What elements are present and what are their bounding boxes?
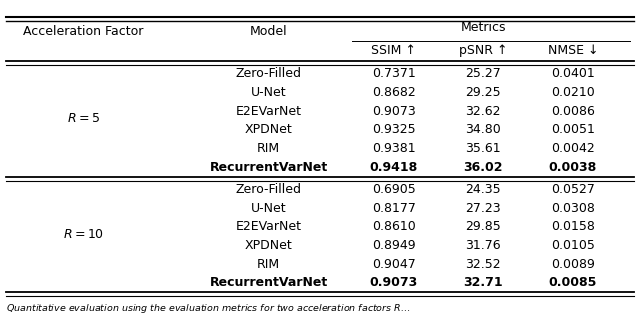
Text: RIM: RIM [257,142,280,155]
Text: pSNR ↑: pSNR ↑ [459,44,508,57]
Text: 0.9418: 0.9418 [369,161,418,174]
Text: Metrics: Metrics [460,21,506,34]
Text: 0.8949: 0.8949 [372,239,415,252]
Text: 0.8682: 0.8682 [372,86,415,99]
Text: 0.0086: 0.0086 [551,105,595,118]
Text: 0.0051: 0.0051 [551,123,595,136]
Text: 0.0042: 0.0042 [551,142,595,155]
Text: E2EVarNet: E2EVarNet [236,220,302,233]
Text: U-Net: U-Net [251,202,287,215]
Text: 0.0527: 0.0527 [551,183,595,196]
Text: 34.80: 34.80 [465,123,501,136]
Text: 0.9073: 0.9073 [372,105,415,118]
Text: RecurrentVarNet: RecurrentVarNet [210,277,328,290]
Text: 0.0089: 0.0089 [551,258,595,271]
Text: 0.9325: 0.9325 [372,123,415,136]
Text: Zero-Filled: Zero-Filled [236,67,302,80]
Text: 32.62: 32.62 [465,105,501,118]
Text: 0.0210: 0.0210 [551,86,595,99]
Text: 25.27: 25.27 [465,67,501,80]
Text: RecurrentVarNet: RecurrentVarNet [210,161,328,174]
Text: 36.02: 36.02 [463,161,503,174]
Text: 0.0308: 0.0308 [551,202,595,215]
Text: 29.85: 29.85 [465,220,501,233]
Text: 0.0158: 0.0158 [551,220,595,233]
Text: 31.76: 31.76 [465,239,501,252]
Text: Quantitative evaluation using the evaluation metrics for two acceleration factor: Quantitative evaluation using the evalua… [6,302,411,315]
Text: 32.71: 32.71 [463,277,503,290]
Text: Zero-Filled: Zero-Filled [236,183,302,196]
Text: Acceleration Factor: Acceleration Factor [23,25,143,38]
Text: 29.25: 29.25 [465,86,501,99]
Text: 0.0105: 0.0105 [551,239,595,252]
Text: 27.23: 27.23 [465,202,501,215]
Text: 0.9047: 0.9047 [372,258,415,271]
Text: Model: Model [250,25,287,38]
Text: 0.0401: 0.0401 [551,67,595,80]
Text: 0.8177: 0.8177 [372,202,415,215]
Text: $R = 5$: $R = 5$ [67,112,100,125]
Text: 0.9073: 0.9073 [369,277,418,290]
Text: XPDNet: XPDNet [245,123,292,136]
Text: E2EVarNet: E2EVarNet [236,105,302,118]
Text: 0.0038: 0.0038 [548,161,597,174]
Text: $R = 10$: $R = 10$ [63,228,104,241]
Text: XPDNet: XPDNet [245,239,292,252]
Text: 0.8610: 0.8610 [372,220,415,233]
Text: SSIM ↑: SSIM ↑ [371,44,416,57]
Text: NMSE ↓: NMSE ↓ [548,44,598,57]
Text: 32.52: 32.52 [465,258,501,271]
Text: 0.7371: 0.7371 [372,67,415,80]
Text: 35.61: 35.61 [465,142,501,155]
Text: 0.9381: 0.9381 [372,142,415,155]
Text: RIM: RIM [257,258,280,271]
Text: 0.6905: 0.6905 [372,183,415,196]
Text: 0.0085: 0.0085 [548,277,597,290]
Text: 24.35: 24.35 [465,183,501,196]
Text: U-Net: U-Net [251,86,287,99]
